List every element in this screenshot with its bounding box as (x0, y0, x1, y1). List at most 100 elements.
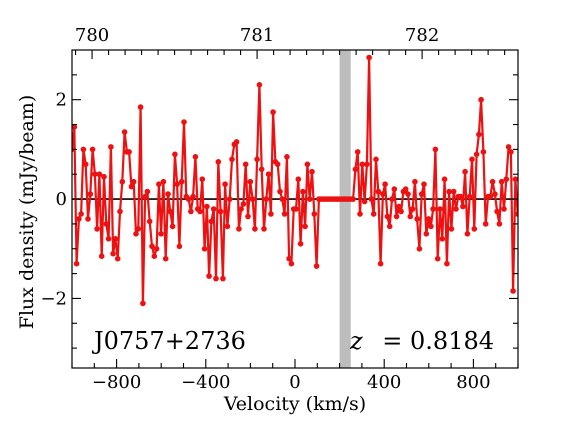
data-point (446, 188, 452, 195)
data-point (181, 119, 187, 125)
data-point (462, 168, 468, 175)
data-point (236, 226, 242, 232)
data-point (114, 255, 121, 262)
data-point (146, 218, 153, 225)
data-point (416, 246, 423, 252)
data-point (558, 231, 564, 237)
data-point (176, 243, 183, 250)
series-layer (72, 54, 564, 307)
y-tick-label: 0 (56, 189, 67, 210)
data-point (453, 206, 459, 212)
data-point (192, 154, 199, 160)
data-point (110, 250, 116, 257)
data-point (149, 243, 155, 250)
data-point (361, 198, 368, 205)
data-point (229, 156, 235, 163)
data-point (270, 109, 276, 115)
data-point (274, 161, 281, 168)
data-point (556, 179, 562, 185)
data-point (377, 260, 384, 267)
data-point (418, 191, 425, 197)
data-point (160, 178, 167, 185)
data-point (545, 216, 551, 222)
data-point (480, 149, 487, 155)
data-point (85, 216, 91, 222)
data-point (188, 208, 194, 215)
data-point (368, 196, 375, 202)
data-point (240, 201, 247, 207)
data-point (444, 260, 450, 267)
data-point (256, 82, 263, 88)
data-point (498, 178, 505, 185)
data-point (496, 221, 503, 227)
data-point (386, 223, 393, 230)
data-point (524, 186, 530, 192)
data-point (281, 211, 288, 217)
data-point (302, 223, 308, 230)
data-point (144, 188, 151, 195)
data-point (213, 275, 219, 282)
data-point (357, 211, 363, 217)
data-point (73, 260, 80, 267)
data-point (258, 166, 265, 173)
data-point (487, 193, 494, 200)
data-point (501, 206, 507, 212)
data-point (185, 196, 192, 202)
data-point (82, 161, 89, 168)
data-point (169, 223, 176, 230)
redshift-label: z = 0.8184 (349, 327, 494, 355)
data-point (478, 96, 484, 103)
data-point (156, 181, 162, 187)
data-point (508, 149, 514, 155)
data-point (552, 256, 558, 262)
x-tick-label: 400 (367, 372, 401, 393)
data-point (354, 149, 361, 155)
data-point (112, 236, 119, 242)
data-point (137, 104, 144, 110)
data-point (215, 159, 222, 165)
top-tick-label: 780 (75, 25, 109, 46)
data-point (103, 221, 110, 227)
x-axis-title: Velocity (km/s) (223, 393, 366, 415)
data-point (224, 223, 231, 230)
data-point (242, 161, 249, 168)
data-point (494, 208, 500, 215)
data-point (398, 208, 404, 215)
data-point (538, 179, 544, 185)
data-point (311, 211, 318, 217)
data-point (531, 186, 537, 192)
data-point (407, 213, 414, 220)
data-point (217, 208, 224, 215)
data-point (226, 196, 233, 202)
data-point (428, 223, 434, 230)
data-point (201, 246, 208, 252)
data-point (190, 193, 196, 200)
data-point (547, 211, 553, 217)
data-point (412, 178, 418, 185)
data-point (505, 144, 512, 150)
data-point (439, 236, 446, 242)
data-point (293, 206, 299, 212)
data-point (350, 196, 356, 202)
data-point (119, 178, 126, 185)
data-point (261, 226, 267, 232)
data-point (162, 255, 169, 262)
data-point (288, 260, 295, 267)
data-point (309, 168, 315, 175)
data-point (402, 186, 409, 192)
data-point (197, 208, 203, 215)
data-point (469, 156, 475, 163)
data-point (126, 149, 132, 155)
data-point (254, 156, 260, 163)
data-point (510, 288, 516, 294)
data-point (117, 208, 123, 215)
data-point (204, 203, 210, 210)
data-point (277, 188, 283, 195)
data-point (142, 193, 148, 200)
data-point (409, 206, 416, 212)
x-tick-label: −800 (92, 372, 141, 393)
data-point (540, 261, 546, 267)
data-point (220, 275, 226, 282)
